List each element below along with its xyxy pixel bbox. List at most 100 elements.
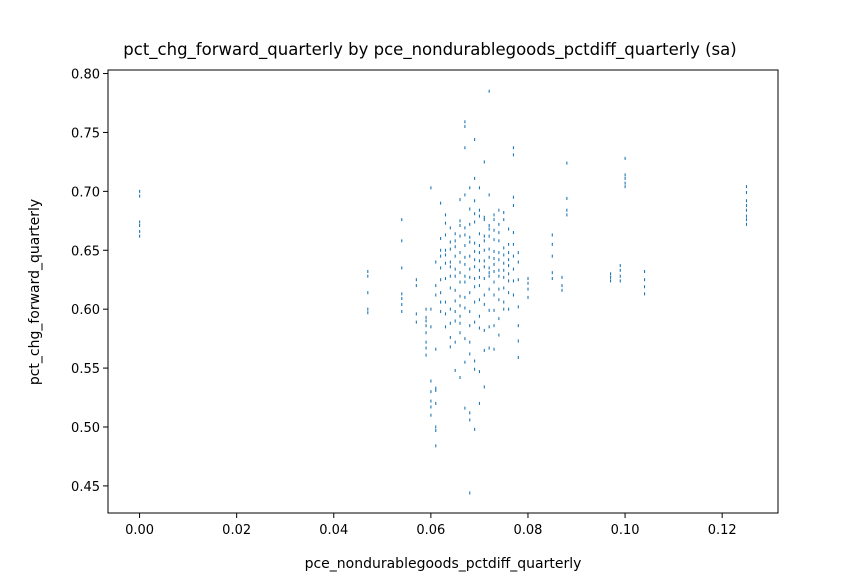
scatter-point [139,194,141,198]
scatter-point [483,328,485,332]
scatter-point [454,340,456,344]
scatter-point [474,241,476,245]
scatter-point [459,234,461,238]
scatter-point [483,265,485,269]
scatter-point [444,261,447,265]
scatter-point [459,271,461,275]
x-tick-label: 0.12 [708,523,737,538]
scatter-point [430,325,432,329]
scatter-point [512,195,514,199]
scatter-point [469,491,471,495]
scatter-point [478,275,481,279]
scatter-point [444,248,447,252]
scatter-point [483,234,485,238]
scatter-point [401,218,403,222]
scatter-point [454,299,456,303]
scatter-point [483,302,485,306]
scatter-point [508,291,510,295]
scatter-point [459,251,461,255]
scatter-points [139,89,748,495]
scatter-point [498,287,500,291]
scatter-point [488,266,490,270]
scatter-point [745,218,748,222]
scatter-point [566,213,568,217]
scatter-point [512,153,514,157]
scatter-point [498,222,500,226]
scatter-point [464,337,466,341]
scatter-point [745,191,748,195]
scatter-point [435,293,437,297]
scatter-point [610,272,612,276]
scatter-point [483,385,485,389]
scatter-point [425,331,427,335]
scatter-point [624,173,626,177]
scatter-point [449,286,451,290]
scatter-point [503,253,505,257]
scatter-point [474,320,476,324]
scatter-point [444,312,447,316]
scatter-point [454,288,456,292]
x-axis-ticks: 0.00 0.02 0.04 0.06 0.08 0.10 0.12 [125,513,737,538]
y-tick-label: 0.55 [71,362,100,377]
scatter-point [444,277,447,281]
scatter-point [449,307,451,311]
scatter-point [478,208,481,212]
scatter-point [483,239,485,243]
scatter-point [478,244,481,248]
scatter-point [493,218,495,222]
scatter-point [449,260,451,264]
scatter-point [488,234,490,238]
scatter-point [459,321,461,325]
scatter-point [474,176,476,180]
scatter-point [493,262,495,266]
scatter-point [503,246,505,250]
scatter-point [440,248,442,252]
scatter-point [619,279,621,283]
scatter-point [566,196,568,200]
scatter-point [430,186,432,190]
scatter-point [474,212,476,216]
scatter-point [619,268,621,272]
scatter-point [498,231,500,235]
scatter-point [624,181,626,185]
scatter-point [503,307,505,311]
scatter-point [483,160,485,164]
scatter-point [483,215,485,219]
scatter-point [493,269,495,273]
scatter-point [454,368,456,372]
scatter-point [508,279,510,283]
scatter-point [444,253,447,257]
scatter-point [498,298,500,302]
scatter-point [440,300,442,304]
scatter-point [474,220,476,224]
scatter-point [464,406,466,410]
scatter-point [435,386,437,390]
y-tick-label: 0.70 [71,185,100,200]
scatter-point [459,331,461,335]
scatter-point [444,213,447,217]
scatter-point [488,274,490,278]
scatter-point [478,232,481,236]
scatter-point [551,271,553,275]
scatter-point [464,193,466,197]
scatter-point [483,248,485,252]
scatter-point [512,293,514,297]
scatter-point [401,266,403,270]
scatter-point [139,224,141,228]
scatter-point [498,333,500,337]
scatter-point [493,257,495,261]
scatter-point [139,220,141,224]
plot-area-frame [107,69,779,514]
scatter-point [498,208,500,212]
scatter-point [459,198,461,202]
scatter-point [478,326,481,330]
scatter-point [474,258,476,262]
scatter-point [512,267,514,271]
scatter-point [474,300,476,304]
scatter-point [464,120,466,124]
scatter-point [488,224,490,228]
scatter-point [464,306,466,310]
scatter-point [488,346,490,350]
scatter-point [488,271,490,275]
x-tick-label: 0.04 [319,523,348,538]
